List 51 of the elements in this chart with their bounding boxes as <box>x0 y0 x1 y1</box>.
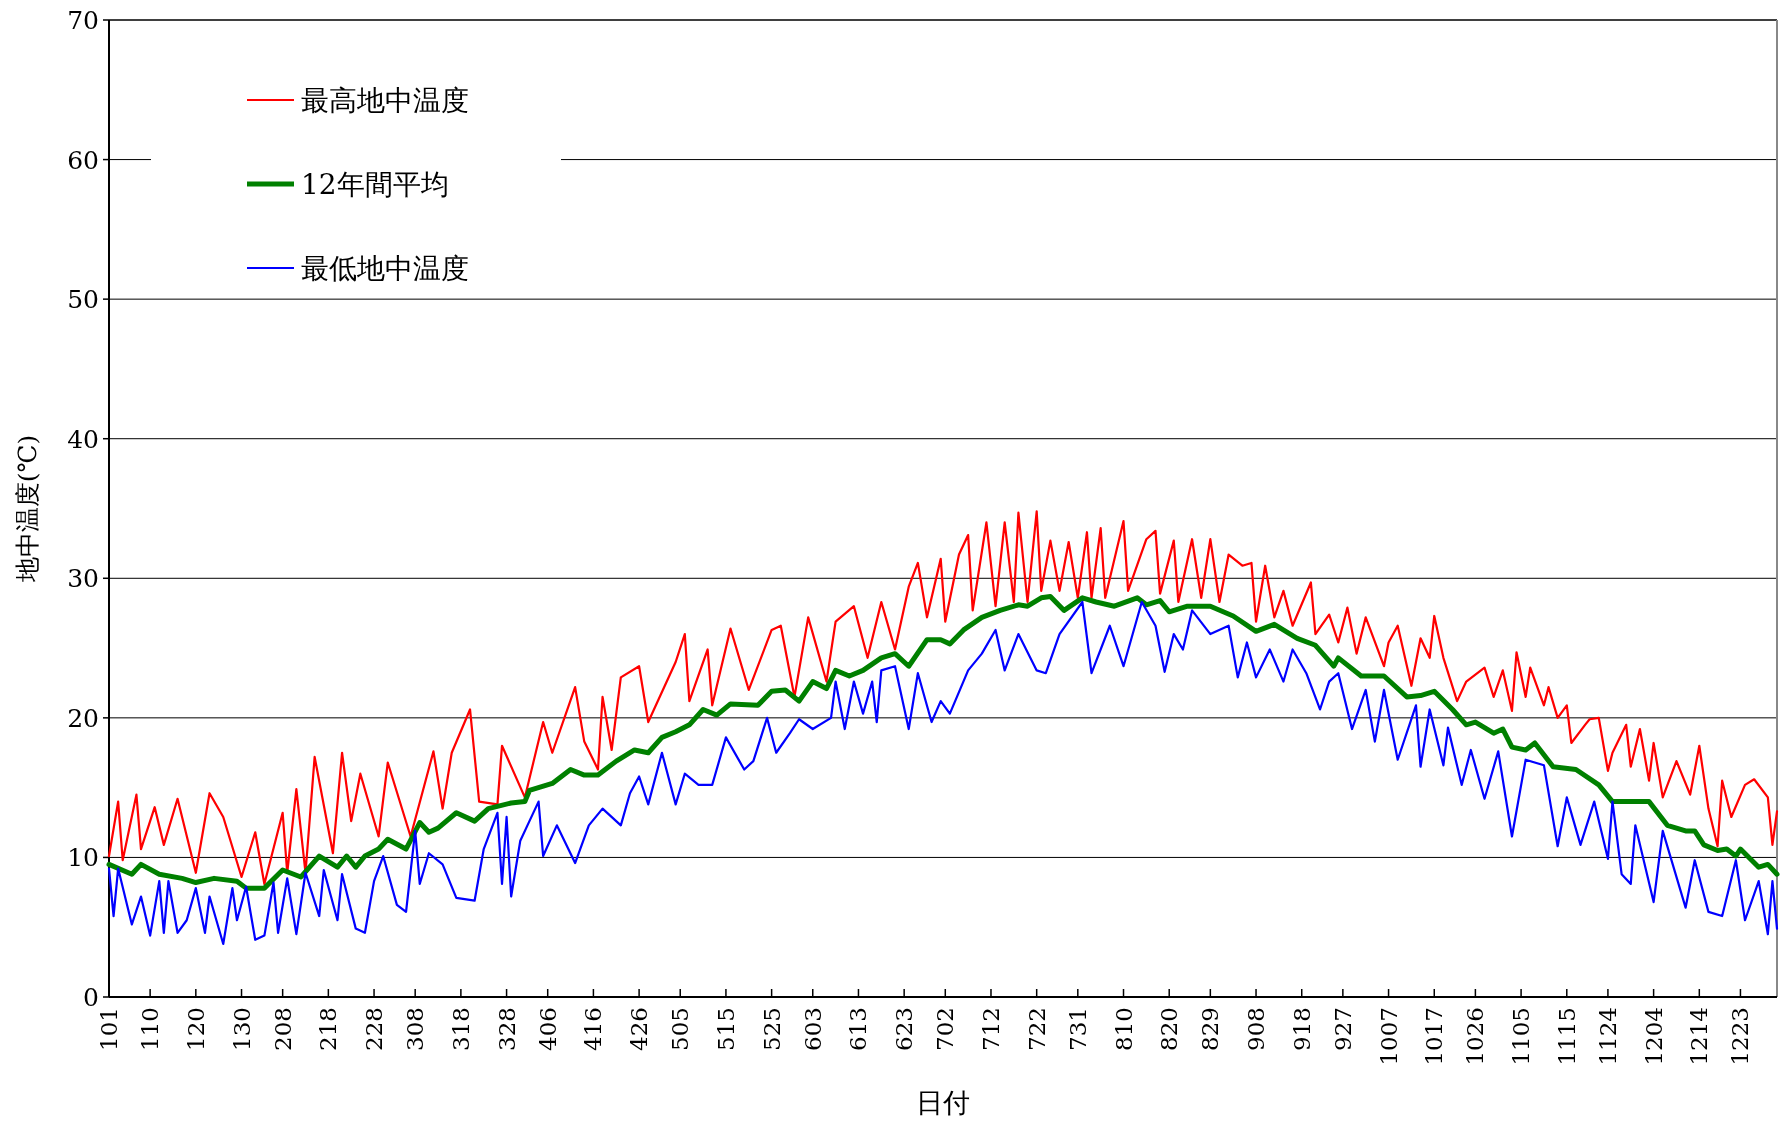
y-tick-label: 0 <box>83 983 99 1012</box>
x-tick-label: 613 <box>845 1007 872 1051</box>
x-tick-label: 1017 <box>1421 1007 1448 1066</box>
y-axis-title: 地中温度(℃) <box>13 434 42 584</box>
x-tick-label: 722 <box>1023 1007 1050 1051</box>
y-tick-label: 70 <box>67 6 99 35</box>
x-tick-label: 712 <box>977 1007 1004 1051</box>
x-tick-label: 1204 <box>1640 1007 1667 1066</box>
x-tick-label: 829 <box>1197 1007 1224 1051</box>
x-tick-label: 110 <box>137 1007 164 1051</box>
x-tick-label: 1105 <box>1508 1007 1535 1066</box>
x-tick-label: 820 <box>1156 1007 1183 1051</box>
x-tick-label: 1007 <box>1375 1007 1402 1066</box>
x-tick-label: 218 <box>315 1007 342 1051</box>
x-tick-label: 702 <box>932 1007 959 1051</box>
x-tick-label: 731 <box>1064 1007 1091 1051</box>
x-axis-title: 日付 <box>916 1087 970 1118</box>
x-tick-label: 908 <box>1243 1007 1270 1051</box>
x-tick-label: 1115 <box>1553 1007 1580 1066</box>
y-tick-label: 40 <box>67 424 99 454</box>
x-tick-label: 810 <box>1110 1007 1137 1051</box>
x-tick-label: 101 <box>96 1007 122 1051</box>
x-tick-label: 623 <box>891 1007 918 1051</box>
y-tick-label: 10 <box>67 843 99 873</box>
y-tick-label: 50 <box>67 285 99 315</box>
legend-label: 12年間平均 <box>301 168 449 201</box>
x-tick-label: 130 <box>228 1007 255 1051</box>
x-tick-label: 1026 <box>1462 1007 1489 1066</box>
y-tick-label: 60 <box>67 145 99 175</box>
x-tick-label: 927 <box>1329 1007 1356 1051</box>
x-tick-label: 525 <box>758 1007 785 1051</box>
legend-label: 最低地中温度 <box>301 252 469 285</box>
x-tick-label: 1214 <box>1686 1007 1713 1066</box>
x-tick-label: 308 <box>402 1007 429 1051</box>
x-tick-label: 505 <box>667 1007 694 1051</box>
y-tick-label: 20 <box>67 703 99 733</box>
x-tick-label: 228 <box>361 1007 388 1051</box>
x-tick-label: 426 <box>626 1007 653 1051</box>
x-tick-label: 918 <box>1288 1007 1315 1051</box>
x-tick-label: 208 <box>269 1007 296 1051</box>
x-tick-label: 120 <box>182 1007 209 1051</box>
x-tick-label: 603 <box>799 1007 826 1051</box>
x-tick-label: 328 <box>493 1007 520 1051</box>
x-tick-label: 1124 <box>1594 1007 1621 1066</box>
legend-label: 最高地中温度 <box>301 84 469 117</box>
x-tick-label: 318 <box>447 1007 474 1051</box>
x-tick-label: 416 <box>580 1007 607 1051</box>
x-tick-label: 1223 <box>1727 1007 1754 1066</box>
x-tick-label: 406 <box>534 1007 561 1051</box>
x-tick-label: 515 <box>712 1007 739 1051</box>
y-tick-label: 30 <box>67 564 99 594</box>
